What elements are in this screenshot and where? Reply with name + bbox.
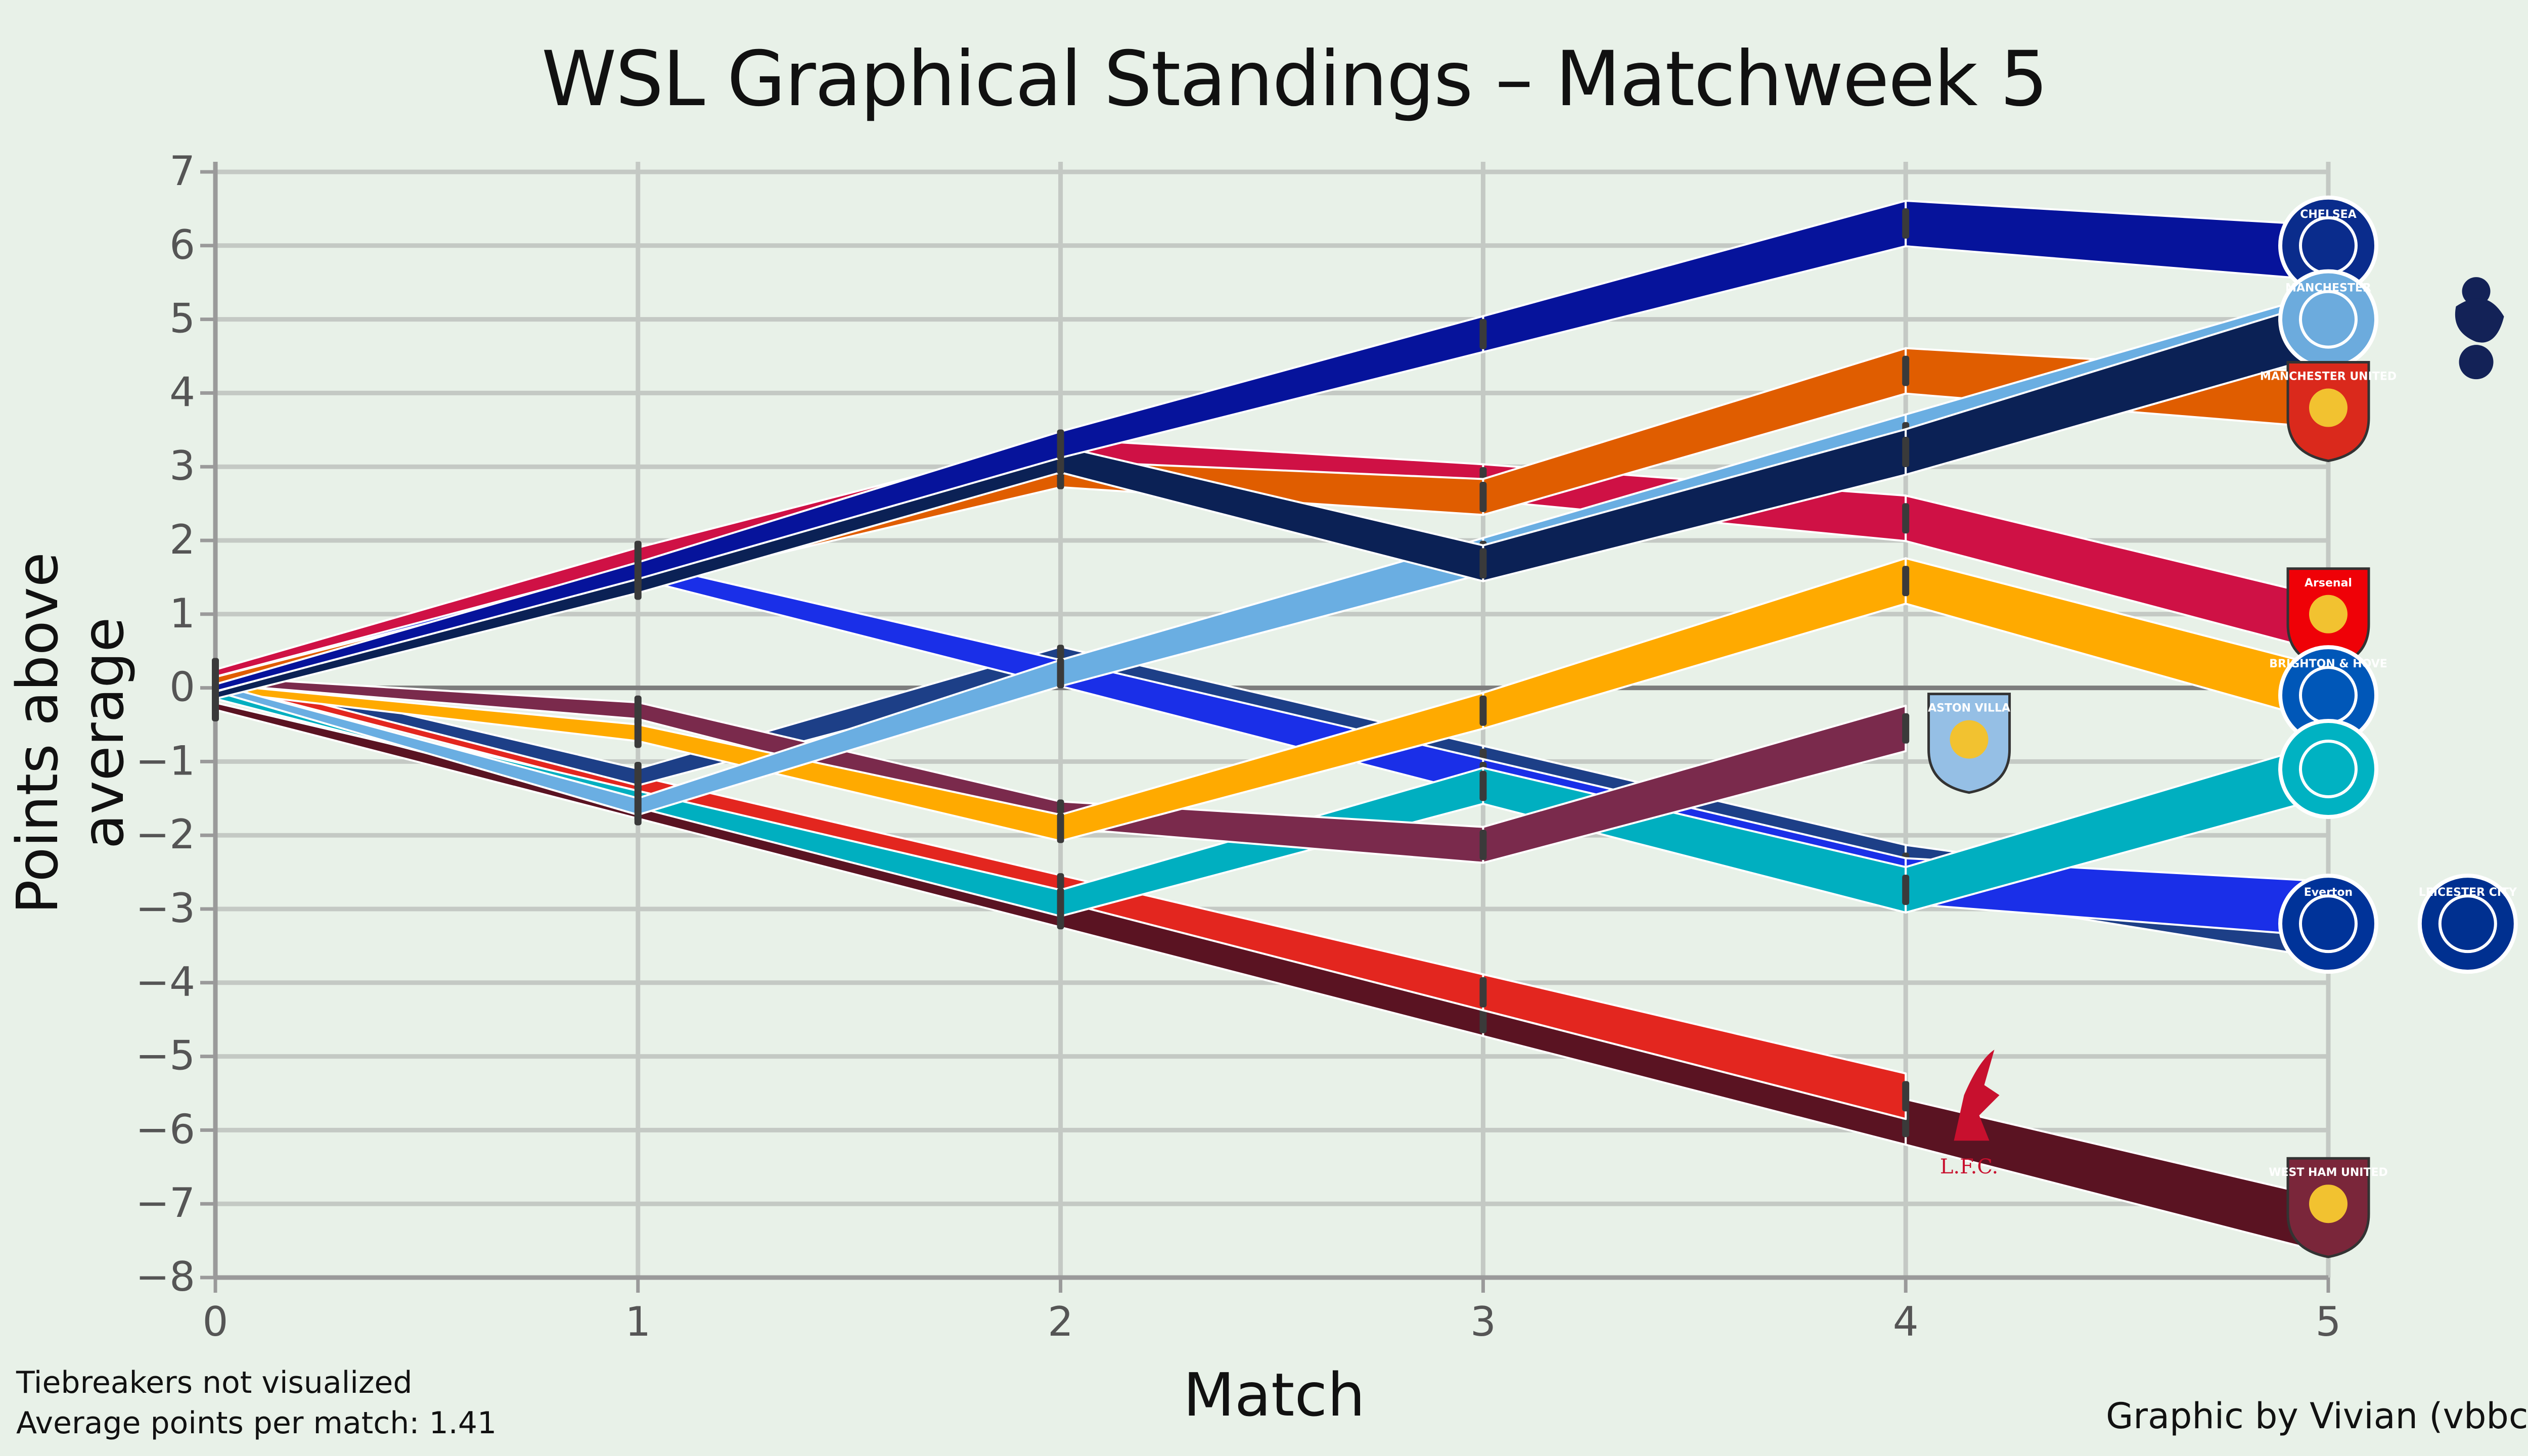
crest-emblem [1950, 720, 1989, 759]
match-point-marker [1902, 208, 1910, 239]
match-point-marker [1902, 875, 1910, 905]
crest-disc [2417, 874, 2518, 974]
crest-text: LEICESTER CITY [2419, 886, 2517, 899]
ribbon-segment [214, 561, 639, 693]
y-tick-label: 7 [169, 148, 195, 195]
match-point-marker [1057, 888, 1064, 919]
cockerel-ball [2459, 345, 2494, 380]
ribbon-segment [1482, 200, 1907, 353]
ribbon-segment [637, 561, 1062, 688]
london-city-crest-icon [2278, 718, 2378, 819]
x-tick-label: 2 [1048, 1298, 1073, 1345]
y-tick-label: 5 [169, 295, 195, 342]
x-axis-label: Match [1183, 1360, 1366, 1430]
series-chelsea [212, 200, 2332, 703]
manchester-city-crest-icon: MANCHESTER [2278, 269, 2378, 370]
y-tick-label: −6 [136, 1106, 195, 1153]
tottenham-crest-icon [2455, 277, 2504, 380]
match-point-marker [634, 791, 642, 822]
crest-ring [2299, 290, 2358, 349]
average-points-note: Average points per match: 1.41 [16, 1405, 497, 1441]
tiebreaker-note: Tiebreakers not visualized [16, 1365, 413, 1400]
crest-emblem [2309, 1185, 2348, 1223]
match-point-marker [1479, 977, 1487, 1008]
x-tick-label: 0 [203, 1298, 229, 1345]
x-tick-label: 5 [2316, 1298, 2341, 1345]
y-tick-label: −2 [136, 811, 195, 858]
ribbon-segment [637, 430, 1062, 580]
ribbon-segment [1482, 557, 1907, 730]
crest-text: MANCHESTER UNITED [2260, 371, 2397, 383]
match-point-marker [1902, 503, 1910, 534]
y-tick-label: −3 [136, 885, 195, 932]
match-point-marker [1479, 481, 1487, 512]
crest-disc [2278, 874, 2378, 974]
y-tick-label: 6 [169, 221, 195, 268]
crest-emblem [2309, 595, 2348, 633]
match-point-marker [1057, 812, 1064, 843]
y-tick-label: 0 [169, 664, 195, 711]
aston-villa-crest-icon: ASTON VILLA [1927, 693, 2011, 794]
match-point-marker [1902, 566, 1910, 597]
y-tick-label: −5 [136, 1032, 195, 1079]
x-tick-label: 3 [1470, 1298, 1496, 1345]
ribbon-segment [1905, 200, 2329, 282]
match-point-marker [1057, 429, 1064, 460]
match-point-marker [1902, 355, 1910, 386]
arsenal-crest-icon: Arsenal [2286, 567, 2370, 669]
y-tick-label: 2 [169, 516, 195, 563]
match-point-marker [1479, 548, 1487, 579]
leicester-crest-icon: LEICESTER CITY [2417, 874, 2518, 974]
west-ham-crest-icon: WEST HAM UNITED [2269, 1157, 2388, 1258]
match-point-marker [1902, 713, 1910, 744]
match-point-marker [1479, 695, 1487, 726]
credit-text: Graphic by Vivian (vbbcla) [2106, 1395, 2528, 1437]
series-brighton [212, 557, 2332, 843]
crest-text: Arsenal [2305, 577, 2352, 589]
crest-text: MANCHESTER [2285, 282, 2371, 295]
match-point-marker [1479, 770, 1487, 801]
y-tick-label: −1 [136, 737, 195, 784]
match-point-marker [212, 672, 219, 703]
crest-text: L.F.C. [1940, 1155, 1998, 1178]
liver-bird [1954, 1050, 2000, 1141]
match-point-marker [1902, 1081, 1910, 1112]
crest-text: BRIGHTON & HOVE [2269, 658, 2387, 670]
liverpool-crest-icon: L.F.C. [1940, 1050, 2000, 1178]
crest-text: ASTON VILLA [1928, 702, 2010, 715]
match-point-marker [634, 555, 642, 586]
crest-emblem [2309, 388, 2348, 427]
cockerel-body [2455, 298, 2504, 343]
y-tick-label: 4 [169, 369, 195, 416]
crest-ring [2299, 894, 2358, 953]
crest-text: Everton [2304, 886, 2353, 899]
y-tick-label: −8 [136, 1253, 195, 1300]
y-tick-label: −7 [136, 1179, 195, 1226]
match-point-marker [1479, 830, 1487, 860]
ribbon-segment [1059, 315, 1484, 459]
y-tick-label: 3 [169, 442, 195, 489]
x-tick-label: 4 [1893, 1298, 1919, 1345]
match-point-marker [1057, 658, 1064, 689]
crest-text: CHELSEA [2300, 208, 2357, 221]
cockerel-head [2462, 277, 2491, 306]
crest-text: WEST HAM UNITED [2269, 1166, 2388, 1179]
manchester-united-crest-icon: MANCHESTER UNITED [2260, 361, 2397, 463]
match-point-marker [634, 717, 642, 748]
crest-disc [2278, 718, 2378, 819]
match-point-marker [1902, 437, 1910, 468]
chart-title: WSL Graphical Standings – Matchweek 5 [541, 35, 2048, 123]
crest-ring [2438, 894, 2497, 953]
y-tick-label: 1 [169, 590, 195, 637]
y-tick-label: −4 [136, 959, 195, 1006]
crest-ring [2299, 739, 2358, 798]
match-point-marker [1479, 318, 1487, 349]
x-tick-label: 1 [625, 1298, 651, 1345]
everton-crest-icon: Everton [2278, 874, 2378, 974]
